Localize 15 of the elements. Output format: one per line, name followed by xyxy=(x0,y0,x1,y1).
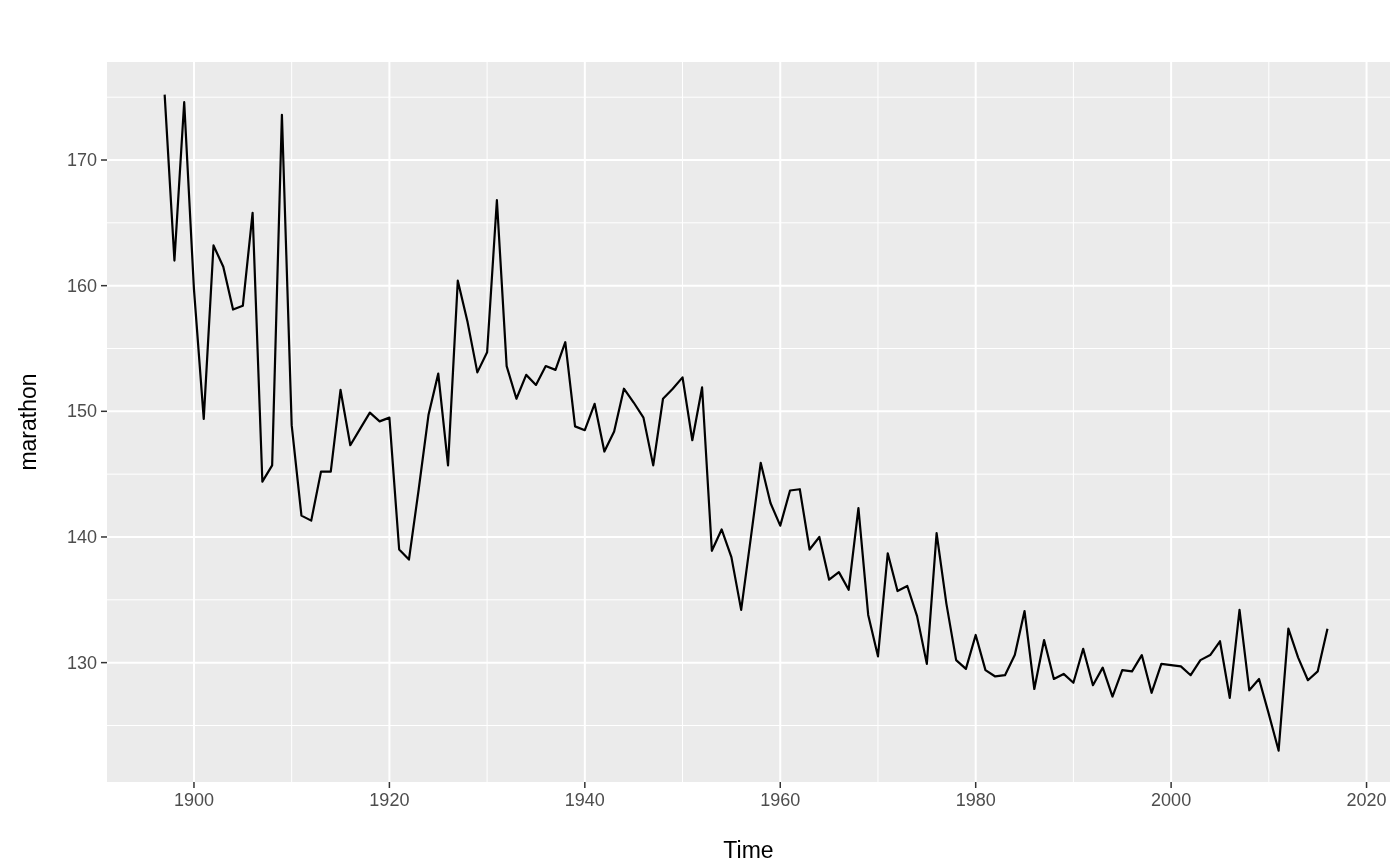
x-tick-label: 1920 xyxy=(369,790,410,810)
y-tick-label: 140 xyxy=(66,526,97,547)
x-tick-label: 1960 xyxy=(760,790,801,810)
x-tick-label: 1900 xyxy=(173,790,214,810)
line-series xyxy=(163,93,1329,752)
x-tick-label: 1980 xyxy=(955,790,996,810)
x-tick-label: 2020 xyxy=(1346,790,1387,810)
y-tick-label: 150 xyxy=(66,401,97,422)
y-axis-title: marathon xyxy=(15,373,41,471)
y-tick-label: 170 xyxy=(66,150,97,171)
y-tick-label: 130 xyxy=(66,652,97,673)
x-tick-label: 2000 xyxy=(1151,790,1192,810)
y-tick-label: 160 xyxy=(66,275,97,296)
x-axis-title: Time xyxy=(723,837,774,863)
x-tick-label: 1940 xyxy=(564,790,605,810)
